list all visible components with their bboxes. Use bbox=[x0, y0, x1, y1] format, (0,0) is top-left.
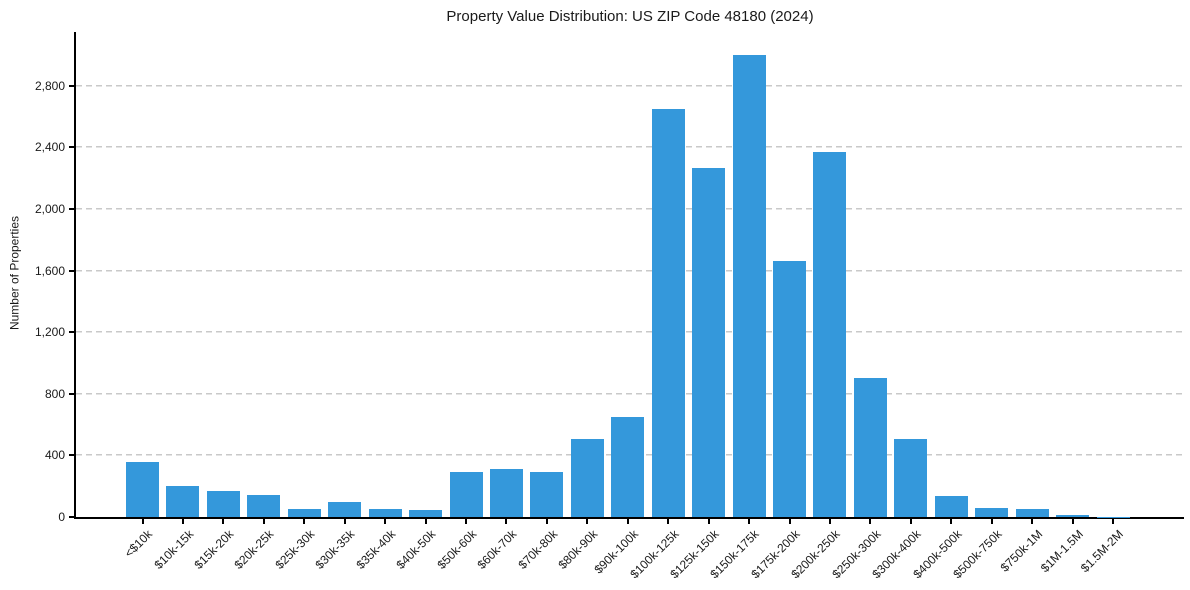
x-tick-mark bbox=[667, 519, 670, 524]
x-tick-mark bbox=[141, 519, 144, 524]
y-tick-mark bbox=[69, 146, 74, 149]
x-tick-label: $40k-50k bbox=[393, 527, 439, 572]
bar bbox=[692, 168, 726, 517]
y-tick-label: 2,400 bbox=[34, 140, 65, 155]
bar bbox=[489, 469, 523, 517]
bar bbox=[287, 508, 321, 517]
x-tick-mark bbox=[990, 519, 993, 524]
x-tick-mark bbox=[424, 519, 427, 524]
x-tick-label: $30k-35k bbox=[312, 527, 358, 572]
bar bbox=[773, 260, 807, 517]
x-tick-label: $35k-40k bbox=[353, 527, 399, 572]
y-tick-label: 0 bbox=[58, 510, 65, 524]
x-tick-mark bbox=[505, 519, 508, 524]
x-tick-mark bbox=[626, 519, 629, 524]
bar bbox=[934, 496, 968, 517]
x-tick-label: $20k-25k bbox=[231, 527, 277, 572]
bar bbox=[409, 510, 443, 517]
y-tick-mark bbox=[69, 454, 74, 457]
y-tick-mark bbox=[69, 331, 74, 334]
x-tick-mark bbox=[869, 519, 872, 524]
gridline bbox=[76, 269, 1184, 272]
bar bbox=[813, 152, 847, 517]
x-tick-mark bbox=[1031, 519, 1034, 524]
bar bbox=[853, 378, 887, 517]
x-tick-mark bbox=[1071, 519, 1074, 524]
x-axis-spine bbox=[74, 517, 1184, 519]
x-tick-mark bbox=[586, 519, 589, 524]
chart-title: Property Value Distribution: US ZIP Code… bbox=[446, 8, 814, 25]
x-tick-mark bbox=[465, 519, 468, 524]
gridline bbox=[76, 84, 1184, 87]
y-tick-mark bbox=[69, 84, 74, 87]
bar bbox=[975, 507, 1009, 517]
bar bbox=[206, 490, 240, 517]
y-tick-label: 2,000 bbox=[34, 202, 65, 217]
x-tick-mark bbox=[181, 519, 184, 524]
bar bbox=[166, 486, 200, 517]
x-tick-mark bbox=[384, 519, 387, 524]
x-tick-mark bbox=[909, 519, 912, 524]
y-tick-mark bbox=[69, 392, 74, 395]
x-tick-mark bbox=[1112, 519, 1115, 524]
y-tick-label: 1,600 bbox=[34, 263, 65, 278]
x-tick-mark bbox=[748, 519, 751, 524]
bar bbox=[530, 472, 564, 517]
x-tick-label: $15k-20k bbox=[191, 527, 237, 572]
x-tick-mark bbox=[788, 519, 791, 524]
y-axis-spine bbox=[74, 32, 76, 519]
x-tick-label: $50k-60k bbox=[434, 527, 479, 572]
y-tick-label: 1,200 bbox=[34, 325, 65, 340]
gridline bbox=[76, 208, 1184, 211]
x-tick-mark bbox=[343, 519, 346, 524]
bar bbox=[894, 439, 928, 517]
x-tick-label: $60k-70k bbox=[474, 527, 520, 572]
bar bbox=[368, 509, 402, 517]
y-tick-label: 400 bbox=[44, 448, 65, 463]
bar bbox=[1015, 508, 1049, 517]
bar bbox=[732, 55, 766, 517]
x-tick-mark bbox=[545, 519, 548, 524]
x-tick-mark bbox=[262, 519, 265, 524]
y-tick-mark bbox=[69, 269, 74, 272]
bar bbox=[449, 471, 483, 517]
y-tick-label: 2,800 bbox=[34, 78, 65, 93]
bar bbox=[126, 462, 159, 517]
x-tick-label: $10k-15k bbox=[151, 527, 196, 572]
x-tick-mark bbox=[707, 519, 710, 524]
y-axis-label: Number of Properties bbox=[7, 215, 22, 331]
gridline bbox=[76, 392, 1184, 395]
bar bbox=[651, 108, 685, 517]
x-tick-mark bbox=[828, 519, 831, 524]
gridline bbox=[76, 331, 1184, 334]
y-tick-mark bbox=[69, 208, 74, 211]
x-tick-label: $750k-1M bbox=[997, 527, 1046, 575]
bar bbox=[611, 416, 645, 517]
y-tick-label: 800 bbox=[44, 386, 65, 401]
plot-area: 0 400 800 1,200 1,600 2,000 2,400 2,800 <$10k $10… bbox=[35, 32, 1184, 581]
x-tick-label: $70k-80k bbox=[514, 527, 560, 572]
x-tick-label: <$10k bbox=[122, 527, 156, 561]
y-tick-mark bbox=[69, 516, 74, 518]
x-tick-label: $1.5M-2M bbox=[1077, 527, 1126, 576]
x-tick-mark bbox=[950, 519, 953, 524]
x-tick-mark bbox=[303, 519, 306, 524]
bar bbox=[1056, 515, 1090, 517]
bar bbox=[570, 439, 604, 517]
bar bbox=[328, 501, 362, 517]
bar bbox=[1096, 516, 1130, 517]
gridline bbox=[76, 146, 1184, 149]
x-tick-label: $25k-30k bbox=[272, 527, 318, 572]
x-tick-label: $1M-1.5M bbox=[1037, 527, 1086, 576]
bar bbox=[247, 495, 281, 517]
x-tick-mark bbox=[222, 519, 225, 524]
